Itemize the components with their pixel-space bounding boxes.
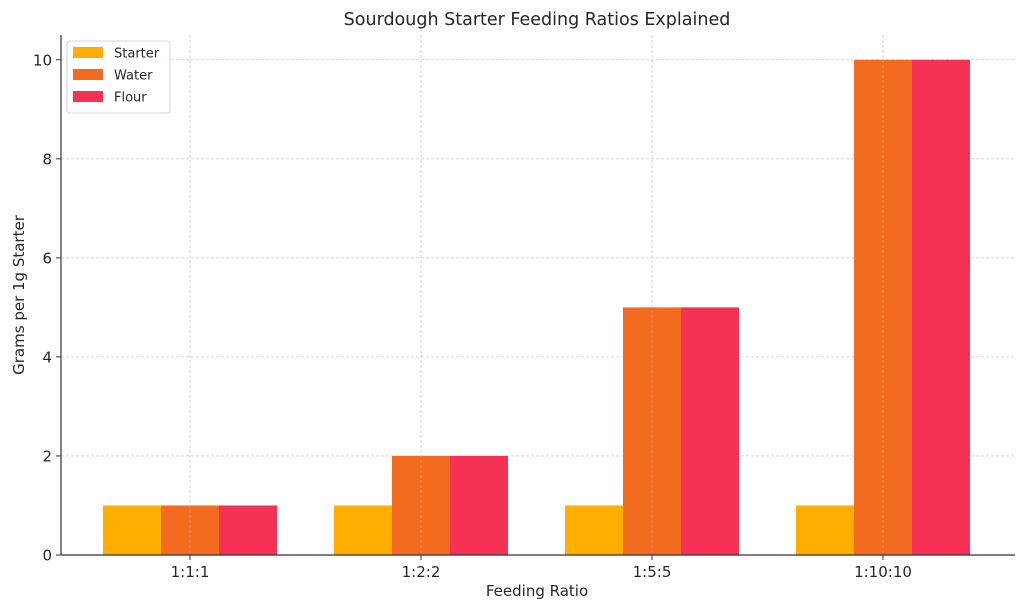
y-ticks: 0 2 4 6 8 10 — [33, 51, 61, 565]
legend-swatch-flour — [73, 91, 103, 102]
y-tick-label: 10 — [33, 51, 52, 69]
bar-starter-1:2:2 — [334, 505, 392, 555]
bar-flour-1:10:10 — [912, 59, 970, 556]
y-tick-label: 4 — [42, 348, 52, 366]
legend-label-flour: Flour — [114, 91, 147, 106]
bar-starter-1:10:10 — [796, 505, 854, 555]
bar-flour-1:1:1 — [219, 505, 277, 555]
y-tick-label: 8 — [42, 150, 52, 168]
legend-swatch-starter — [73, 47, 103, 58]
y-axis-title: Grams per 1g Starter — [10, 214, 28, 375]
x-tick-label: 1:5:5 — [633, 563, 672, 581]
legend-label-starter: Starter — [114, 47, 160, 62]
x-tick-label: 1:2:2 — [402, 563, 441, 581]
axes — [60, 35, 1015, 556]
chart-title: Sourdough Starter Feeding Ratios Explain… — [344, 10, 731, 30]
x-tick-label: 1:10:10 — [854, 563, 912, 581]
x-ticks: 1:1:1 1:2:2 1:5:5 1:10:10 — [171, 555, 912, 581]
x-axis-title: Feeding Ratio — [486, 582, 588, 600]
y-tick-label: 2 — [42, 447, 52, 465]
y-tick-label: 6 — [42, 249, 52, 267]
legend-label-water: Water — [114, 69, 153, 84]
legend-swatch-water — [73, 69, 103, 80]
x-tick-label: 1:1:1 — [171, 563, 210, 581]
bar-flour-1:2:2 — [450, 455, 508, 555]
y-tick-label: 0 — [42, 547, 52, 565]
bar-flour-1:5:5 — [681, 307, 739, 555]
bars — [103, 35, 970, 556]
legend: Starter Water Flour — [66, 40, 171, 114]
bar-starter-1:1:1 — [103, 505, 161, 555]
bar-starter-1:5:5 — [565, 505, 623, 555]
